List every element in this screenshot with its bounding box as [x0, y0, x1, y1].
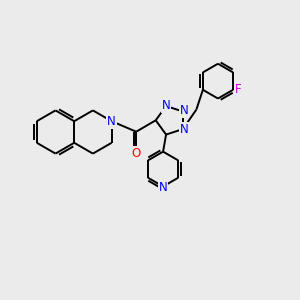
Text: O: O — [132, 147, 141, 160]
Text: F: F — [235, 83, 242, 96]
Text: N: N — [180, 123, 189, 136]
Text: N: N — [159, 181, 167, 194]
Text: N: N — [107, 115, 116, 128]
Text: N: N — [162, 99, 170, 112]
Text: N: N — [180, 104, 188, 117]
